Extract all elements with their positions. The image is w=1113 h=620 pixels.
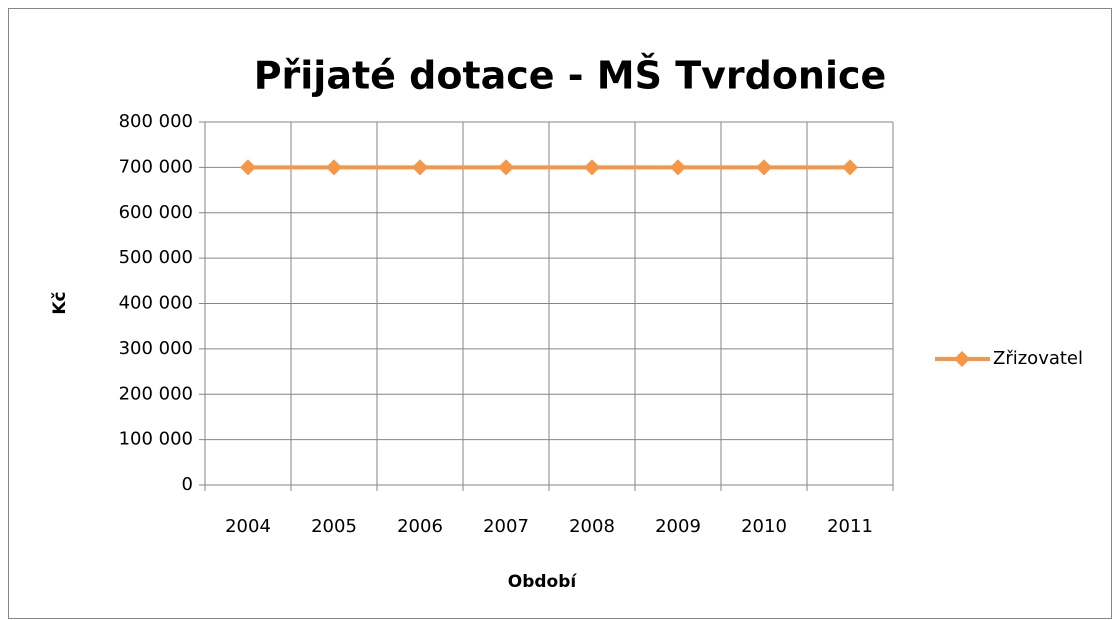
legend-marker <box>954 351 970 367</box>
x-tick-label: 2009 <box>655 516 701 537</box>
x-tick-label: 2010 <box>741 516 787 537</box>
y-tick-label: 600 000 <box>119 202 193 223</box>
x-axis-label: Období <box>508 572 578 592</box>
y-tick-label: 500 000 <box>119 247 193 268</box>
point-marker <box>842 159 858 176</box>
point-marker <box>326 159 342 176</box>
point-marker <box>670 159 686 176</box>
x-tick-label: 2006 <box>397 516 443 537</box>
chart-frame <box>8 8 1112 619</box>
y-axis-label: Kč <box>50 291 70 314</box>
y-tick-label: 700 000 <box>119 156 193 177</box>
y-tick-label: 300 000 <box>119 338 193 359</box>
point-marker <box>498 159 514 176</box>
point-marker <box>756 159 772 176</box>
y-tick-label: 400 000 <box>119 293 193 314</box>
y-tick-label: 200 000 <box>119 383 193 404</box>
point-marker <box>584 159 600 176</box>
x-tick-label: 2005 <box>311 516 357 537</box>
y-tick-label: 0 <box>182 474 193 495</box>
point-marker <box>412 159 428 176</box>
legend-label: Zřizovatel <box>993 348 1083 369</box>
y-tick-label: 800 000 <box>119 111 193 132</box>
x-tick-label: 2011 <box>827 516 873 537</box>
point-marker <box>240 159 256 176</box>
chart-title: Přijaté dotace - MŠ Tvrdonice <box>254 54 887 98</box>
y-tick-label: 100 000 <box>119 429 193 450</box>
x-tick-label: 2004 <box>225 516 271 537</box>
x-tick-label: 2008 <box>569 516 615 537</box>
x-tick-label: 2007 <box>483 516 529 537</box>
